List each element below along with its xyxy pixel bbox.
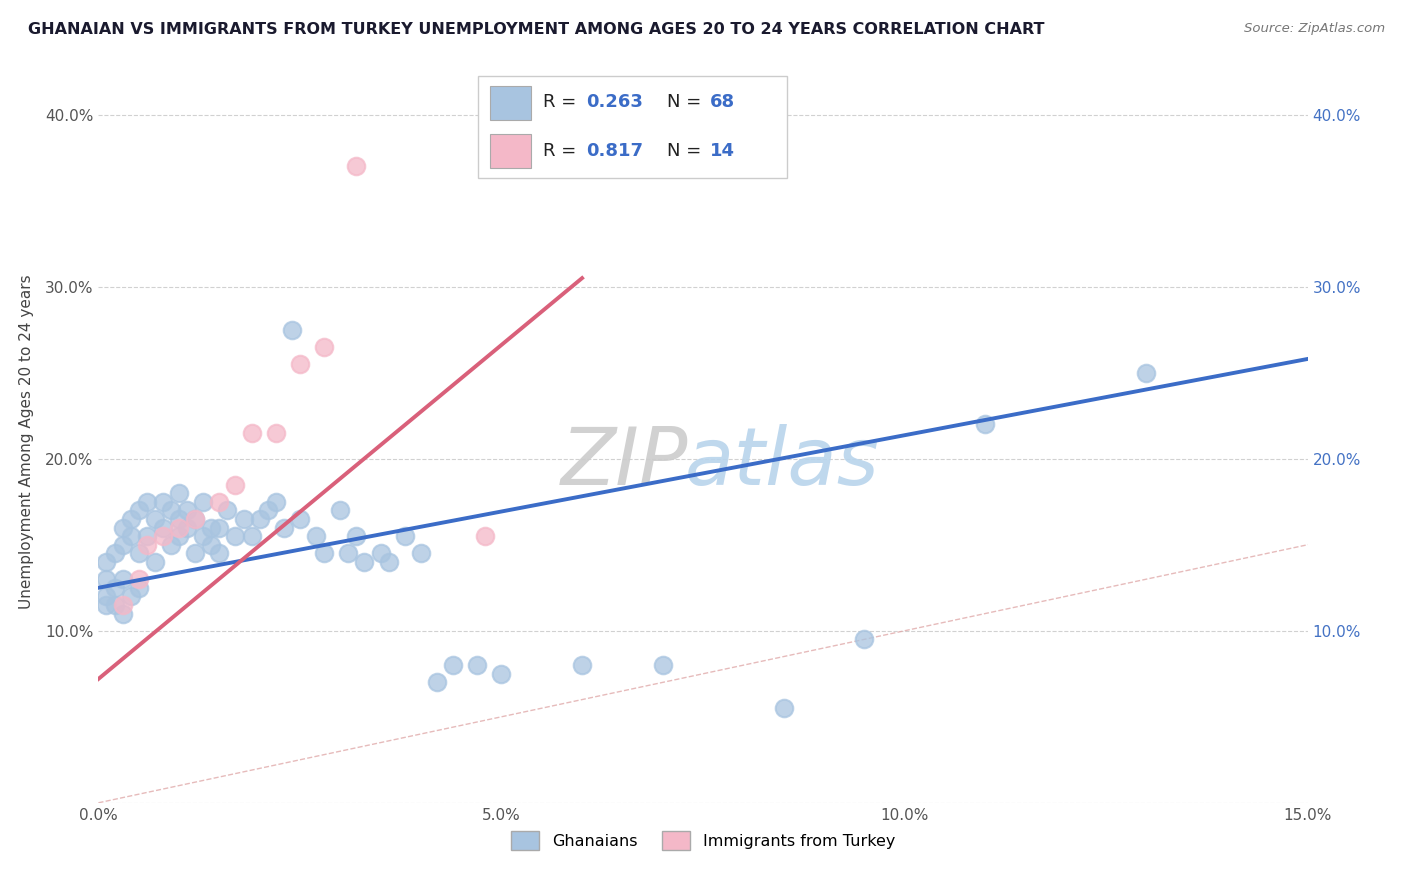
Point [128,572,150,586]
Point [176,520,198,534]
Point [314,340,336,354]
FancyBboxPatch shape [491,87,530,120]
FancyBboxPatch shape [491,135,530,168]
Point [167,512,190,526]
Point [167,529,190,543]
Text: GHANAIAN VS IMMIGRANTS FROM TURKEY UNEMPLOYMENT AMONG AGES 20 TO 24 YEARS CORREL: GHANAIAN VS IMMIGRANTS FROM TURKEY UNEMP… [28,22,1045,37]
Point [394,529,416,543]
Point [288,512,311,526]
Point [135,529,157,543]
Point [305,529,328,543]
Point [111,520,134,534]
Point [208,494,231,508]
Point [96,590,118,604]
Point [193,529,215,543]
Point [441,658,464,673]
Text: 68: 68 [710,94,735,112]
Point [96,598,118,612]
Point [120,529,142,543]
Point [344,529,367,543]
Point [160,503,183,517]
Point [193,494,215,508]
Point [167,486,190,500]
Text: N =: N = [666,94,707,112]
Point [853,632,876,647]
Point [135,494,157,508]
Point [224,529,246,543]
Point [772,701,794,715]
Point [353,555,375,569]
Point [135,538,157,552]
Text: R =: R = [543,94,582,112]
Point [103,598,125,612]
Point [208,546,231,560]
Text: R =: R = [543,142,582,160]
Point [128,503,150,517]
Point [200,520,222,534]
Point [103,546,125,560]
Point [409,546,432,560]
Point [337,546,360,560]
Point [571,658,593,673]
Point [314,546,336,560]
Point [111,538,134,552]
Point [120,512,142,526]
Point [264,425,287,440]
Point [377,555,399,569]
Legend: Ghanaians, Immigrants from Turkey: Ghanaians, Immigrants from Turkey [505,825,901,856]
Point [111,607,134,621]
Text: 0.817: 0.817 [586,142,644,160]
Point [128,581,150,595]
Point [249,512,271,526]
Point [491,666,513,681]
Point [96,572,118,586]
Point [240,529,263,543]
Point [264,494,287,508]
Text: 14: 14 [710,142,735,160]
Point [974,417,997,432]
Point [111,598,134,612]
Point [1135,366,1157,380]
Point [224,477,246,491]
Point [152,520,174,534]
FancyBboxPatch shape [478,76,787,178]
Text: Source: ZipAtlas.com: Source: ZipAtlas.com [1244,22,1385,36]
Point [256,503,278,517]
Point [208,520,231,534]
Point [176,503,198,517]
Point [370,546,392,560]
Point [273,520,295,534]
Text: ZIP: ZIP [561,425,688,502]
Point [152,529,174,543]
Point [240,425,263,440]
Text: N =: N = [666,142,707,160]
Point [426,675,449,690]
Point [103,581,125,595]
Point [160,538,183,552]
Point [232,512,254,526]
Text: atlas: atlas [685,425,879,502]
Point [651,658,673,673]
Point [167,520,190,534]
Point [96,555,118,569]
Point [184,512,207,526]
Y-axis label: Unemployment Among Ages 20 to 24 years: Unemployment Among Ages 20 to 24 years [18,274,34,609]
Point [281,323,304,337]
Point [288,357,311,371]
Point [128,546,150,560]
Point [184,512,207,526]
Point [143,512,166,526]
Point [152,494,174,508]
Point [474,529,496,543]
Point [329,503,352,517]
Point [200,538,222,552]
Point [465,658,488,673]
Point [217,503,239,517]
Point [184,546,207,560]
Point [143,555,166,569]
Text: 0.263: 0.263 [586,94,643,112]
Point [111,572,134,586]
Point [120,590,142,604]
Point [344,159,367,173]
